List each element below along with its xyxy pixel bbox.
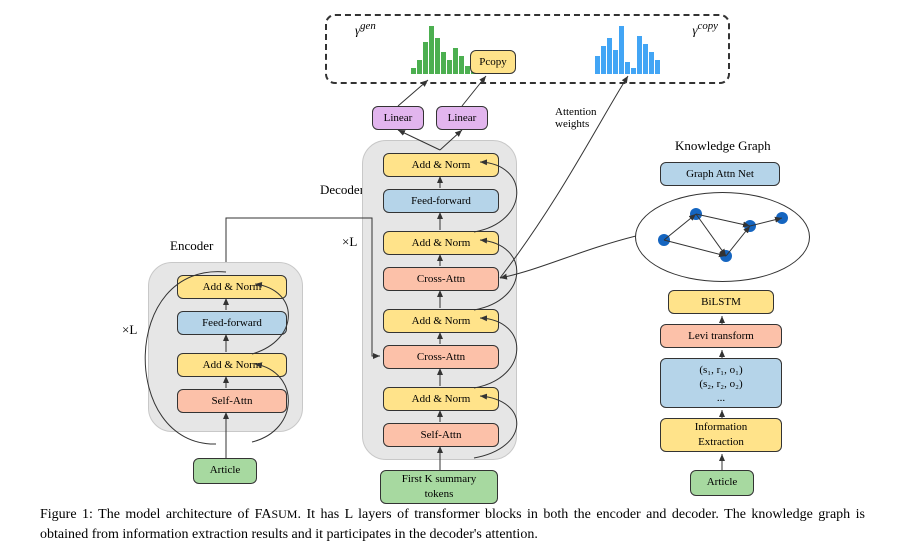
dec-crossattn-2: Cross-Attn: [383, 345, 499, 369]
enc-addnorm-1: Add & Norm: [177, 275, 287, 299]
encoder-module: Add & Norm Feed-forward Add & Norm Self-…: [148, 262, 303, 432]
kg-graphnet-block: Graph Attn Net: [660, 162, 780, 186]
dec-feedforward: Feed-forward: [383, 189, 499, 213]
enc-selfattn: Self-Attn: [177, 389, 287, 413]
kg-levi-block: Levi transform: [660, 324, 782, 348]
enc-feedforward: Feed-forward: [177, 311, 287, 335]
decoder-input-block: First K summarytokens: [380, 470, 498, 504]
gamma-gen-label: γgen: [355, 20, 376, 38]
dec-addnorm-4: Add & Norm: [383, 387, 499, 411]
enc-addnorm-2: Add & Norm: [177, 353, 287, 377]
linear-right-block: Linear: [436, 106, 488, 130]
dec-crossattn-1: Cross-Attn: [383, 267, 499, 291]
kg-article-block: Article: [690, 470, 754, 496]
decoder-title: Decoder: [320, 182, 364, 198]
times-L-encoder: ×L: [122, 322, 137, 338]
diagram-area: γgen γcopy: [0, 0, 905, 500]
kg-triples-block: (s₁, r₁, o₁) (s₂, r₂, o₂) ...: [660, 358, 782, 408]
kg-node: [744, 220, 756, 232]
dec-addnorm-1: Add & Norm: [383, 153, 499, 177]
encoder-article-block: Article: [193, 458, 257, 484]
dec-selfattn: Self-Attn: [383, 423, 499, 447]
pcopy-block: Pcopy: [470, 50, 516, 74]
kg-node: [658, 234, 670, 246]
kg-node: [690, 208, 702, 220]
gamma-copy-label: γcopy: [692, 20, 718, 38]
output-dashed-box: γgen γcopy: [325, 14, 730, 84]
kg-node: [720, 250, 732, 262]
kg-node: [776, 212, 788, 224]
kg-title: Knowledge Graph: [675, 138, 771, 154]
figure-caption: Figure 1: The model architecture of FASU…: [40, 505, 865, 546]
dec-addnorm-2: Add & Norm: [383, 231, 499, 255]
times-L-decoder: ×L: [342, 234, 357, 250]
linear-left-block: Linear: [372, 106, 424, 130]
kg-bilstm-block: BiLSTM: [668, 290, 774, 314]
attn-weights-label: Attentionweights: [555, 106, 597, 130]
encoder-title: Encoder: [170, 238, 213, 254]
hist-blue: [595, 24, 695, 74]
decoder-module: Add & Norm Feed-forward Add & Norm Cross…: [362, 140, 517, 460]
dec-addnorm-3: Add & Norm: [383, 309, 499, 333]
kg-ie-block: InformationExtraction: [660, 418, 782, 452]
